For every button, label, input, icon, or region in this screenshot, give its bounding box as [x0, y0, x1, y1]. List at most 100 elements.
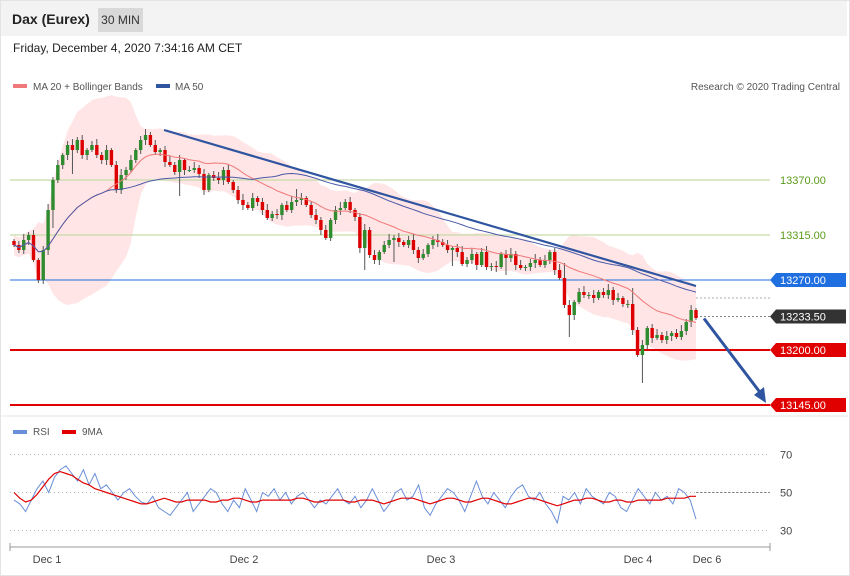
candle-up	[665, 336, 669, 340]
candle-up	[426, 245, 430, 254]
candle-up	[572, 302, 576, 315]
price-label-13145.00: 13145.00	[780, 400, 826, 412]
candle-down	[163, 150, 167, 162]
candle-down	[557, 270, 562, 278]
candle-up	[192, 168, 196, 170]
x-axis-ticks: Dec 1 Dec 2 Dec 3 Dec 4 Dec 6	[9, 543, 771, 566]
candle-down	[36, 260, 41, 280]
candle-up	[450, 248, 455, 250]
candle-down	[153, 145, 157, 152]
candle-up	[616, 298, 620, 300]
support-label-box	[770, 343, 846, 357]
price-label-13200.00: 13200.00	[780, 345, 826, 357]
ma50-legend-swatch	[156, 84, 170, 88]
rsi-line	[13, 465, 697, 525]
candle-up	[124, 170, 128, 175]
candle-down	[304, 198, 308, 205]
candle-up	[158, 150, 162, 152]
candle-down	[674, 333, 679, 337]
price-label-13233.50: 13233.50	[780, 312, 826, 324]
candle-up	[543, 260, 547, 265]
candle-up	[250, 198, 255, 208]
candle-up	[387, 240, 391, 245]
candle-down	[285, 205, 289, 210]
candle-up	[65, 145, 70, 155]
candle-up	[363, 230, 367, 248]
candle-down	[518, 265, 523, 268]
candle-up	[46, 210, 50, 250]
candle-down	[109, 150, 114, 165]
ma50-line	[13, 172, 697, 293]
candle-down	[197, 168, 201, 174]
candle-down	[694, 310, 698, 318]
candle-up	[684, 322, 688, 331]
projection-arrow-shaft	[702, 317, 764, 396]
candle-up	[499, 254, 503, 267]
candle-down	[660, 335, 664, 340]
candle-down	[309, 205, 313, 215]
ma20-legend-swatch	[13, 84, 27, 88]
candle-down	[601, 292, 606, 295]
candle-down	[114, 165, 119, 190]
candle-up	[421, 254, 425, 258]
candle-up	[177, 160, 182, 172]
candle-up	[548, 252, 552, 260]
candle-down	[182, 160, 187, 170]
rsi-ma-line	[13, 470, 696, 507]
candle-up	[299, 198, 304, 200]
candle-down	[348, 202, 352, 210]
candle-up	[51, 180, 55, 210]
candle-down	[70, 145, 75, 150]
x-tick-label: Dec 3	[427, 554, 456, 566]
candle-up	[289, 202, 294, 210]
candle-down	[216, 178, 221, 180]
rsi-ma-legend-swatch	[62, 430, 76, 434]
rsi-tick-70: 70	[780, 450, 792, 462]
candle-down	[324, 230, 328, 238]
candle-up	[104, 150, 109, 160]
candle-up	[465, 260, 469, 264]
candle-down	[440, 242, 445, 245]
candle-up	[596, 292, 601, 298]
candle-down	[275, 214, 279, 215]
x-tick-label: Dec 6	[693, 554, 722, 566]
candle-up	[626, 304, 630, 305]
candle-up	[431, 240, 435, 245]
candle-down	[202, 174, 206, 190]
x-tick-label: Dec 4	[624, 554, 653, 566]
projection-arrow-head	[754, 387, 766, 403]
candle-up	[577, 292, 581, 302]
candle-up	[333, 210, 338, 220]
candle-down	[562, 278, 567, 305]
candle-down	[212, 175, 216, 178]
candle-down	[445, 245, 450, 250]
last-price-label-box	[770, 309, 846, 324]
price-level-labels: 13370.00 13315.00 13270.00 13233.50 13200.00…	[770, 175, 846, 412]
candle-up	[138, 140, 143, 150]
candle-down	[475, 254, 479, 265]
candle-up	[489, 266, 494, 267]
candlesticks	[12, 129, 698, 383]
indicator-overlays	[13, 128, 766, 403]
candle-up	[119, 175, 123, 190]
rsi-legend-label: RSI	[33, 427, 50, 438]
candle-down	[231, 182, 235, 190]
chart-header: Dax (Eurex) 30 MIN	[1, 1, 847, 36]
candle-down	[236, 190, 240, 200]
candle-down	[635, 330, 640, 355]
candle-down	[314, 215, 318, 220]
candle-up	[26, 235, 31, 240]
candle-up	[338, 208, 343, 210]
candle-up	[129, 160, 133, 170]
candle-down	[402, 242, 406, 245]
candle-up	[187, 170, 192, 171]
candle-down	[484, 252, 489, 267]
candle-down	[358, 217, 362, 248]
candle-up	[645, 328, 649, 345]
candle-down	[95, 145, 99, 155]
ma20-legend-label: MA 20 + Bollinger Bands	[33, 82, 143, 93]
support-label-box	[770, 398, 846, 412]
candle-down	[494, 266, 498, 267]
rsi-pane: 70 50 30	[10, 450, 792, 538]
timeframe-button[interactable]: 30 MIN	[98, 8, 143, 32]
